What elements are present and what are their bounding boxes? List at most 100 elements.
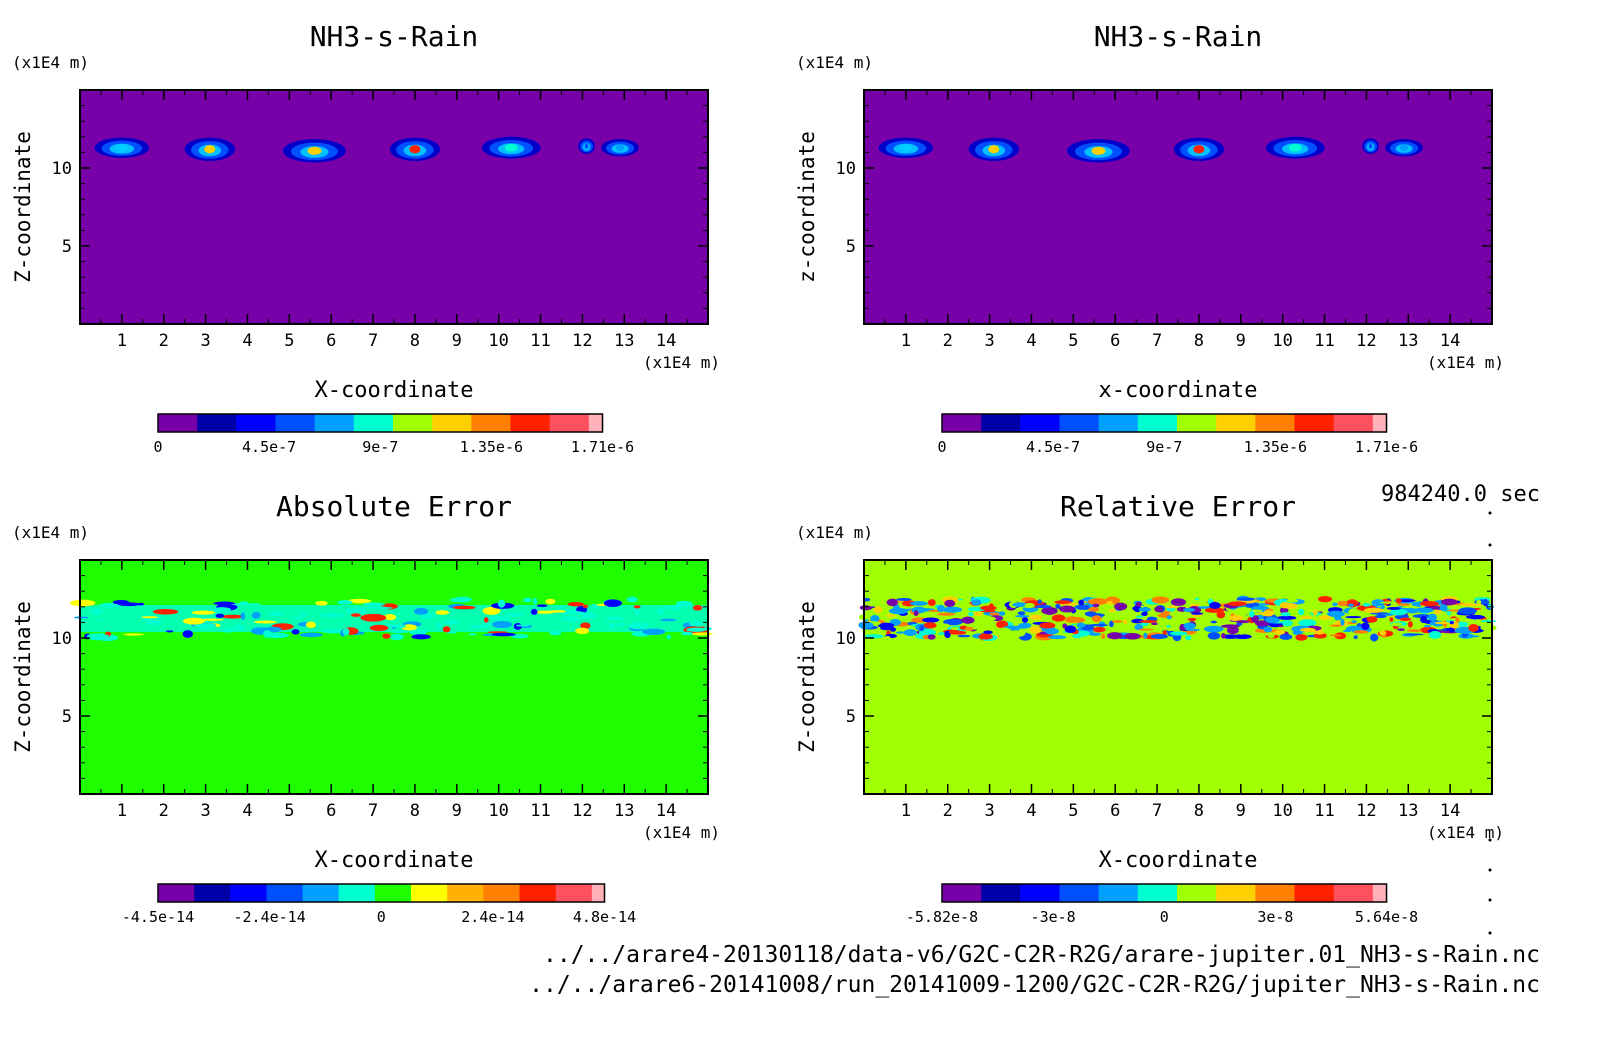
band-blob [1277, 624, 1284, 628]
band-blob [919, 624, 925, 632]
band-blob [1189, 599, 1207, 605]
colorbar-segment [942, 884, 982, 902]
band-blob [409, 628, 427, 636]
band-blob [1232, 634, 1252, 640]
colorbar-label: 1.35e-6 [460, 438, 523, 456]
colorbar-segment [510, 414, 551, 432]
rain-cell [481, 136, 541, 159]
colorbar-segment [1216, 884, 1256, 902]
y-unit-label: (x1E4 m) [12, 53, 89, 72]
band-blob [1059, 605, 1076, 613]
band-blob [1254, 620, 1270, 627]
colorbar-frame [157, 883, 606, 903]
band-blob [1298, 619, 1317, 627]
band-blob [194, 623, 217, 630]
band-blob [626, 596, 638, 603]
y-axis-label: Z-coordinate [795, 601, 819, 753]
band-blob [1123, 619, 1128, 625]
colorbar-label: 3e-8 [1257, 908, 1293, 926]
x-tick-label: 4 [1026, 331, 1036, 351]
band-blob [1139, 620, 1158, 623]
band-blob [532, 597, 538, 605]
x-tick-label: 5 [284, 331, 294, 351]
y-tick-label: 10 [52, 159, 72, 179]
band-blob [1204, 625, 1224, 633]
x-tick-label: 8 [1194, 801, 1204, 821]
colorbar-segment [314, 414, 355, 432]
band-blob [1170, 598, 1187, 607]
band-blob [605, 616, 625, 621]
band-blob [1265, 616, 1280, 624]
x-tick-label: 12 [572, 331, 592, 351]
rain-cell-peak [1091, 146, 1106, 155]
x-tick-label: 11 [530, 801, 550, 821]
band-blob [1317, 596, 1333, 603]
band-blob [468, 624, 489, 629]
band-blob [910, 601, 928, 606]
band-blob [123, 633, 144, 636]
x-axis-label: X-coordinate [315, 378, 474, 403]
band-blob [1228, 615, 1244, 622]
rain-cell-peak [504, 143, 518, 152]
x-tick-label: 6 [326, 331, 336, 351]
band-blob [315, 600, 328, 606]
band-blob [893, 604, 900, 611]
x-tick-label: 14 [1440, 331, 1460, 351]
band-blob [1207, 631, 1221, 640]
x-tick-label: 9 [452, 801, 462, 821]
band-blob [233, 624, 245, 632]
rain-cell-peak [307, 146, 322, 155]
band-blob [452, 605, 476, 610]
x-tick-label: 3 [984, 801, 994, 821]
colorbar-segment [1333, 414, 1374, 432]
band-blob [1054, 600, 1072, 605]
rain-cell-peak [1288, 143, 1302, 152]
chart-title: Absolute Error [276, 490, 512, 523]
band-blob [911, 606, 927, 614]
band-blob [870, 615, 880, 623]
colorbar-segment [447, 884, 484, 902]
band-blob [1428, 630, 1442, 639]
colorbar-segment [1098, 884, 1139, 902]
band-blob [411, 634, 431, 640]
x-tick-label: 2 [943, 801, 953, 821]
band-blob [1370, 633, 1379, 642]
band-blob [1191, 612, 1204, 615]
colorbar-label: 4.5e-7 [1026, 438, 1080, 456]
band-blob [1185, 635, 1192, 641]
band-blob [1326, 610, 1345, 618]
band-blob [1390, 622, 1403, 627]
band-blob [1449, 620, 1454, 625]
band-blob [1362, 602, 1371, 607]
x-unit-label: (x1E4 m) [1427, 823, 1504, 842]
band-blob [922, 617, 940, 623]
colorbar-segment [483, 884, 521, 902]
band-blob [319, 613, 344, 618]
band-blob [1300, 616, 1313, 620]
band-blob [199, 618, 225, 621]
x-tick-label: 11 [530, 331, 550, 351]
rain-cell [578, 138, 595, 154]
x-axis-label: x-coordinate [1099, 378, 1258, 403]
rain-cell [1362, 138, 1379, 154]
band-blob [369, 624, 389, 632]
band-blob [1076, 622, 1086, 628]
band-blob [1351, 620, 1357, 624]
colorbar-segment [555, 884, 593, 902]
band-blob [978, 633, 993, 640]
band-blob [1361, 622, 1370, 631]
band-blob [510, 634, 529, 639]
band-blob [263, 630, 272, 638]
colorbar-segment [236, 414, 276, 432]
y-unit-label: (x1E4 m) [796, 53, 873, 72]
band-blob [1034, 604, 1052, 609]
x-tick-label: 9 [1236, 331, 1246, 351]
rain-cell [389, 137, 441, 161]
margin-dot [1488, 511, 1492, 515]
band-blob [491, 620, 513, 629]
colorbar-label: -5.82e-8 [906, 908, 978, 926]
band-blob [663, 605, 682, 610]
band-blob [983, 630, 993, 635]
band-blob [182, 630, 193, 638]
footer-path-1: ../../arare4-20130118/data-v6/G2C-C2R-R2… [543, 942, 1540, 968]
